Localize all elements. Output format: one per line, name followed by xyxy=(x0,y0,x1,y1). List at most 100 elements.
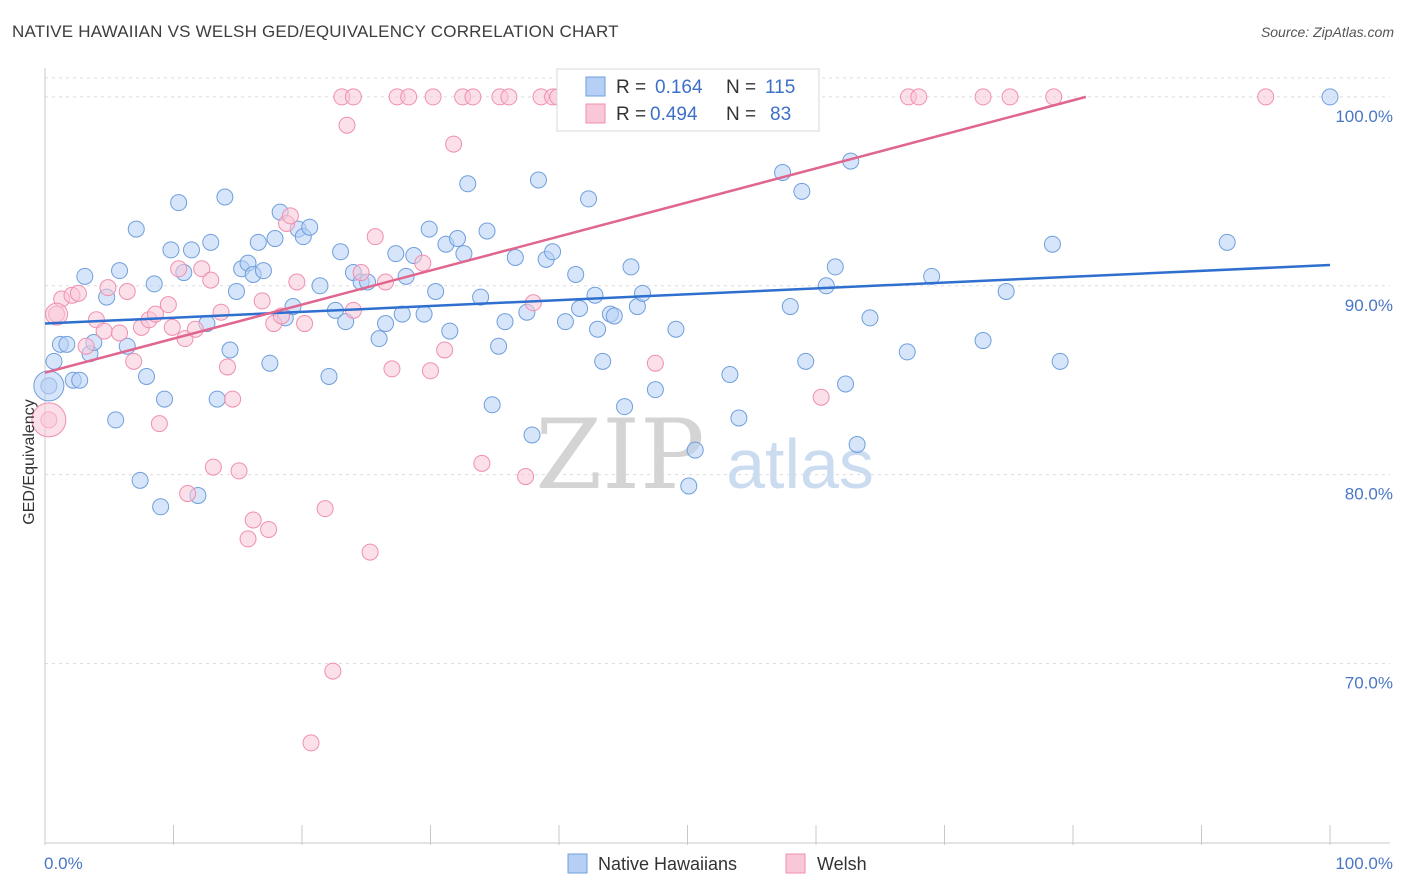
native-hawaiians-point xyxy=(216,188,234,206)
native-hawaiians-point xyxy=(605,307,623,325)
welsh-point xyxy=(324,662,342,680)
welsh-point xyxy=(179,485,197,503)
native-hawaiians-point xyxy=(1218,233,1236,251)
native-hawaiians-point xyxy=(634,284,652,302)
native-hawaiians-point xyxy=(370,330,388,348)
native-hawaiians-point xyxy=(45,352,63,370)
native-hawaiians-point xyxy=(667,320,685,338)
legend-r-label-2: R = xyxy=(616,104,646,125)
native-hawaiians-point xyxy=(817,277,835,295)
native-hawaiians-point xyxy=(448,230,466,248)
native-hawaiians-point xyxy=(58,335,76,353)
native-hawaiians-point xyxy=(261,354,279,372)
native-hawaiians-point xyxy=(686,441,704,459)
welsh-point xyxy=(193,260,211,278)
legend-n-value-1: 115 xyxy=(765,77,795,98)
welsh-point xyxy=(910,88,928,106)
native-hawaiians-point xyxy=(320,367,338,385)
native-hawaiians-point xyxy=(478,222,496,240)
native-hawaiians-point xyxy=(1043,235,1061,253)
native-hawaiians-point xyxy=(254,262,272,280)
welsh-point xyxy=(424,88,442,106)
native-hawaiians-point xyxy=(71,371,89,389)
native-hawaiians-point xyxy=(721,366,739,384)
welsh-point xyxy=(302,734,320,752)
native-hawaiians-point xyxy=(420,220,438,238)
axes xyxy=(44,68,1390,845)
welsh-point xyxy=(338,116,356,134)
native-hawaiians-point xyxy=(861,309,879,327)
welsh-point xyxy=(422,362,439,380)
welsh-point-large xyxy=(31,402,67,438)
y-axis-label: GED/Equivalency xyxy=(21,399,38,524)
native-hawaiians-point xyxy=(544,243,562,261)
native-hawaiians-point xyxy=(781,298,799,316)
x-tick-label-min: 0.0% xyxy=(44,854,83,873)
y-tick-label: 80.0% xyxy=(1345,485,1393,504)
native-hawaiians-point xyxy=(730,409,748,427)
native-hawaiians-point xyxy=(301,218,319,236)
welsh-point xyxy=(239,530,257,548)
x-tick-labels: 0.0% 100.0% xyxy=(44,854,1393,873)
legend-n-label-2: N = xyxy=(726,104,756,125)
welsh-point xyxy=(111,324,129,342)
welsh-point xyxy=(218,358,236,376)
legend-label-welsh: Welsh xyxy=(817,854,867,874)
native-hawaiians-point xyxy=(797,352,815,370)
legend-r-label-1: R = xyxy=(616,77,646,98)
welsh-point xyxy=(1257,88,1275,106)
welsh-point xyxy=(366,228,384,246)
native-hawaiians-point xyxy=(311,277,329,295)
watermark-zip: ZIP xyxy=(535,399,704,511)
welsh-point xyxy=(204,458,222,476)
y-tick-label: 70.0% xyxy=(1345,674,1393,693)
welsh-point xyxy=(473,454,491,472)
native-hawaiians-point xyxy=(170,194,188,212)
native-hawaiians-point xyxy=(594,352,612,370)
welsh-point xyxy=(400,88,418,106)
welsh-point xyxy=(1001,88,1019,106)
welsh-point xyxy=(812,388,830,406)
legend-r-value-1: 0.164 xyxy=(655,77,703,98)
legend-label-native-hawaiians: Native Hawaiians xyxy=(598,854,737,874)
welsh-point xyxy=(224,390,242,408)
welsh-point xyxy=(163,318,181,336)
welsh-point xyxy=(230,462,248,480)
welsh-point xyxy=(296,315,314,333)
native-hawaiians-point xyxy=(459,175,477,193)
legend-n-label-1: N = xyxy=(726,77,756,98)
y-tick-label: 100.0% xyxy=(1335,107,1393,126)
welsh-point xyxy=(352,264,370,282)
native-hawaiians-point xyxy=(107,411,125,429)
native-hawaiians-point xyxy=(1321,88,1339,106)
native-hawaiians-point xyxy=(496,313,514,331)
native-hawaiians-point xyxy=(826,258,844,276)
native-hawaiians-point-large xyxy=(33,370,65,402)
legend-swatch-pink xyxy=(585,103,606,124)
native-hawaiians-point xyxy=(571,299,589,317)
native-hawaiians-point xyxy=(580,190,598,208)
native-hawaiians-point xyxy=(567,265,585,283)
y-tick-label: 90.0% xyxy=(1345,296,1393,315)
gridlines xyxy=(45,77,1390,665)
native-hawaiians-point xyxy=(427,282,445,300)
native-hawaiians-point xyxy=(377,315,395,333)
native-hawaiians-point xyxy=(415,305,433,323)
native-hawaiians-point xyxy=(1051,352,1069,370)
welsh-point xyxy=(150,415,168,433)
welsh-point xyxy=(436,341,454,359)
welsh-point xyxy=(253,292,271,310)
welsh-point xyxy=(281,207,299,225)
x-tick-label-max: 100.0% xyxy=(1335,854,1393,873)
legend-swatch-welsh xyxy=(785,853,806,874)
welsh-point xyxy=(646,354,664,372)
source-credit: Source: ZipAtlas.com xyxy=(1260,24,1394,40)
native-hawaiians-point xyxy=(227,282,245,300)
stats-legend: R = 0.164 N = 115 R = 0.494 N = 83 xyxy=(556,68,820,132)
series-legend: Native Hawaiians Welsh xyxy=(567,853,867,874)
trend-line-welsh xyxy=(44,95,1087,374)
native-hawaiians-point xyxy=(974,332,992,350)
welsh-points xyxy=(31,88,1275,752)
native-hawaiians-point xyxy=(387,245,405,263)
native-hawaiians-point xyxy=(208,390,226,408)
